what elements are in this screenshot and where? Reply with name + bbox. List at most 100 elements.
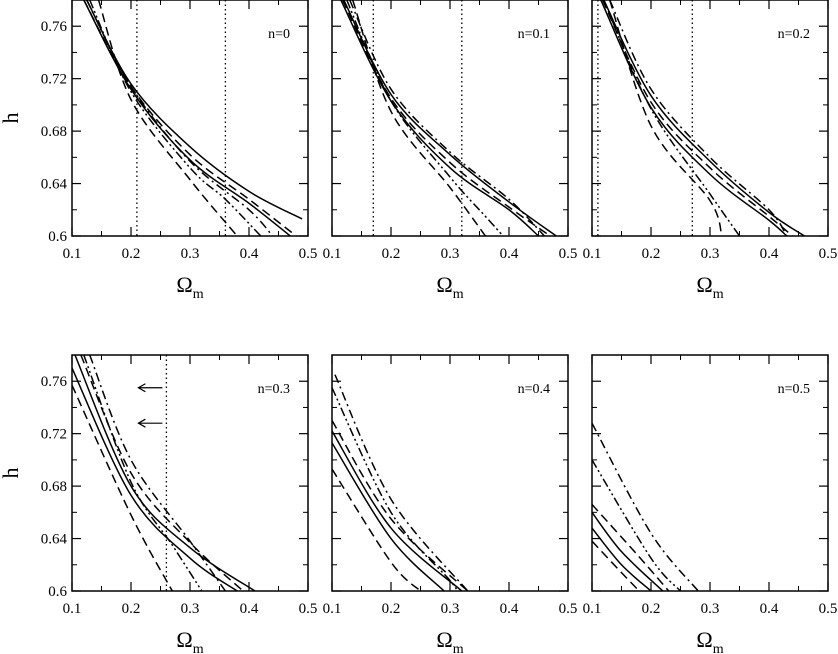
x-tick-label: 0.1 <box>583 601 602 617</box>
plot-frame <box>591 0 829 237</box>
panel-4: 0.1 0.2 0.3 0.4 0.5 n=0.4 Ωm <box>323 354 578 654</box>
curve-solid <box>603 0 805 236</box>
curve-dashdotdot <box>83 355 203 591</box>
curve-dashdot <box>89 355 227 591</box>
y-tick-label: 0.72 <box>41 72 67 88</box>
x-tick-label: 0.1 <box>323 601 342 617</box>
x-tick-label: 0.3 <box>181 601 200 617</box>
curve-dashdot <box>334 374 469 591</box>
curve-dashdot <box>609 0 788 236</box>
curve-dashed <box>97 0 238 236</box>
x-tick-label: 0.1 <box>63 601 82 617</box>
panel-label: n=0.2 <box>778 27 810 42</box>
panel-0: 0.1 0.2 0.3 0.4 0.5 0.6 0.64 0.68 0.72 0.76 n=0 Ωm h <box>0 0 317 302</box>
curve-dashdotdot <box>332 387 458 591</box>
curve-solid <box>600 0 788 236</box>
curve-dashed <box>592 503 670 591</box>
x-tick-label: 0.4 <box>240 246 259 262</box>
x-tick-label: 0.5 <box>819 601 838 617</box>
panel-label: n=0.4 <box>518 382 550 397</box>
x-tick-label: 0.2 <box>382 601 401 617</box>
plot-frame <box>591 354 829 592</box>
left-arrow <box>137 418 163 428</box>
curve-solid <box>83 0 291 236</box>
curve-solid <box>332 442 445 591</box>
curve-solid <box>74 355 256 591</box>
panel-3: 0.1 0.2 0.3 0.4 0.5 0.6 0.64 0.68 0.72 0.76 n=0.3 Ω… <box>0 354 318 654</box>
panel-label: n=0.1 <box>518 27 550 42</box>
x-axis-label: Ωm <box>436 627 463 654</box>
x-tick-label: 0.5 <box>299 601 318 617</box>
x-tick-label: 0.3 <box>701 246 720 262</box>
x-axis-label: Ωm <box>436 272 463 302</box>
y-axis-label: h <box>0 468 23 479</box>
x-tick-label: 0.2 <box>642 601 661 617</box>
x-tick-label: 0.3 <box>701 601 720 617</box>
y-tick-label: 0.64 <box>41 532 68 548</box>
y-tick-label: 0.68 <box>41 124 67 140</box>
left-arrow <box>137 383 163 393</box>
x-tick-label: 0.1 <box>583 246 602 262</box>
panel-label: n=0.5 <box>778 382 810 397</box>
x-tick-label: 0.4 <box>500 246 519 262</box>
x-axis-label: Ωm <box>696 627 723 654</box>
plot-frame <box>71 354 309 592</box>
y-tick-label: 0.6 <box>48 229 67 245</box>
curve-dashed <box>608 0 723 236</box>
x-tick-label: 0.1 <box>323 246 342 262</box>
plot-frame <box>331 0 569 237</box>
x-tick-label: 0.2 <box>642 246 661 262</box>
panel-5: 0.1 0.2 0.3 0.4 0.5 n=0.5 Ωm <box>583 354 838 654</box>
curve-dashed <box>72 384 173 591</box>
panel-label: n=0 <box>268 27 290 42</box>
curve-dashed <box>332 468 422 591</box>
y-tick-label: 0.64 <box>41 177 68 193</box>
curve-dashdotdot <box>89 0 262 236</box>
x-tick-label: 0.2 <box>122 246 141 262</box>
plot-frame <box>71 0 309 237</box>
x-axis-label: Ωm <box>176 627 203 654</box>
x-tick-label: 0.3 <box>441 601 460 617</box>
x-tick-label: 0.5 <box>819 246 838 262</box>
y-tick-label: 0.6 <box>48 584 67 600</box>
x-axis-label: Ωm <box>176 272 203 302</box>
curve-dashed <box>341 0 551 236</box>
panel-2: 0.1 0.2 0.3 0.4 0.5 n=0.2 Ωm <box>583 0 838 302</box>
x-axis-label: Ωm <box>696 272 723 302</box>
curve-solid <box>332 430 463 591</box>
x-tick-label: 0.3 <box>441 246 460 262</box>
x-tick-label: 0.5 <box>559 246 578 262</box>
curve-dashed <box>351 0 487 236</box>
x-tick-label: 0.5 <box>559 601 578 617</box>
curve-dashed <box>80 355 244 591</box>
x-tick-label: 0.4 <box>760 246 779 262</box>
y-tick-label: 0.68 <box>41 479 67 495</box>
curve-dashed <box>332 420 469 591</box>
y-axis-label: h <box>0 113 23 124</box>
curve-dashdotdot <box>592 459 682 591</box>
curve-dashdot <box>86 0 274 236</box>
curve-solid <box>340 0 539 236</box>
y-tick-label: 0.72 <box>41 427 67 443</box>
curve-dashdot <box>349 0 545 236</box>
panel-label: n=0.3 <box>258 382 290 397</box>
curve-dashdotdot <box>346 0 504 236</box>
curve-dashdotdot <box>603 0 741 236</box>
y-tick-label: 0.76 <box>41 19 68 35</box>
curve-solid <box>592 527 652 591</box>
curve-dashed <box>601 0 794 236</box>
plot-frame <box>331 354 569 592</box>
curve-solid <box>592 511 664 591</box>
x-tick-label: 0.4 <box>240 601 259 617</box>
x-tick-label: 0.2 <box>122 601 141 617</box>
x-tick-label: 0.5 <box>299 246 318 262</box>
curve-solid <box>72 367 238 591</box>
curve-dashed <box>592 540 640 591</box>
x-tick-label: 0.1 <box>63 246 82 262</box>
panel-1: 0.1 0.2 0.3 0.4 0.5 n=0.1 Ωm <box>323 0 578 302</box>
curve-dashed <box>83 0 297 236</box>
x-tick-label: 0.2 <box>382 246 401 262</box>
x-tick-label: 0.3 <box>181 246 200 262</box>
curve-dashdot <box>592 422 699 591</box>
